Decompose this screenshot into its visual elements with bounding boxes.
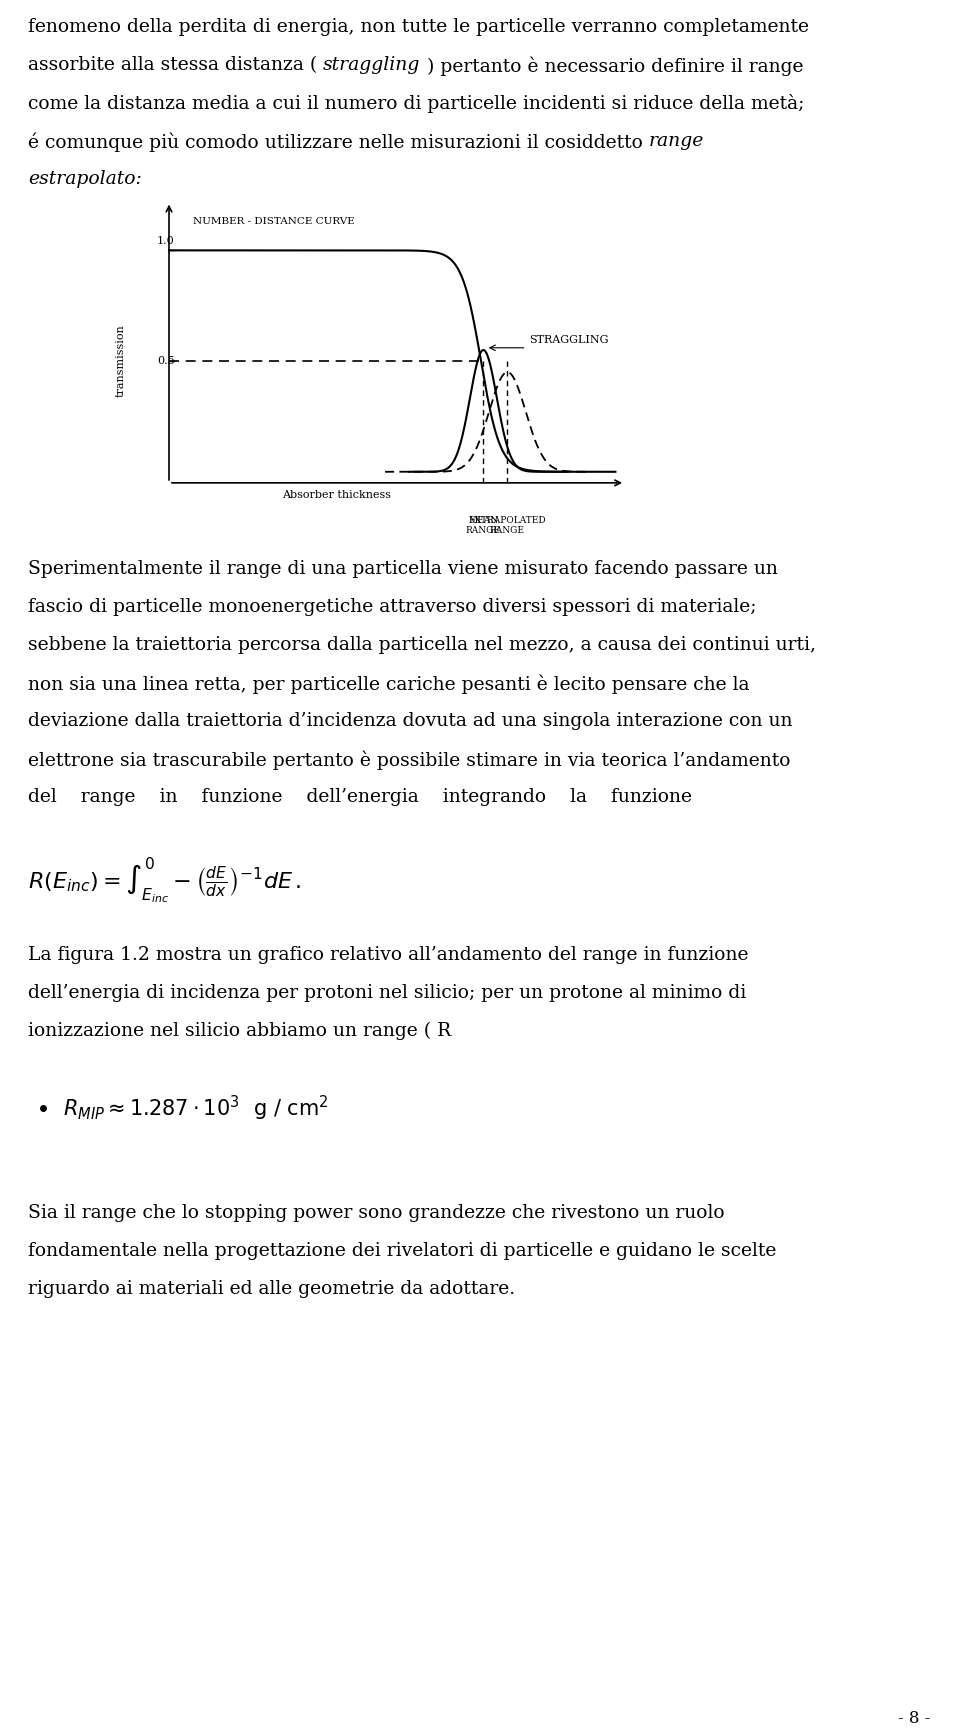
Text: ionizzazione nel silicio abbiamo un range ( R: ionizzazione nel silicio abbiamo un rang… [28,1021,451,1040]
Text: $R(E_{inc}) = \int_{E_{inc}}^{0} -\left(\frac{dE}{dx}\right)^{-1} dE\,.$: $R(E_{inc}) = \int_{E_{inc}}^{0} -\left(… [28,857,301,907]
Text: 1.0: 1.0 [157,236,175,246]
Text: STRAGGLING: STRAGGLING [529,335,609,345]
Text: La figura 1.2 mostra un grafico relativo all’andamento del range in funzione: La figura 1.2 mostra un grafico relativo… [28,947,749,964]
Text: $R_{MIP} \approx 1.287 \cdot 10^{3}\ \ \mathrm{g\ /\ cm^{2}}$: $R_{MIP} \approx 1.287 \cdot 10^{3}\ \ \… [63,1094,329,1122]
Text: dell’energia di incidenza per protoni nel silicio; per un protone al minimo di: dell’energia di incidenza per protoni ne… [28,983,746,1002]
Text: straggling: straggling [324,55,420,75]
Text: assorbite alla stessa distanza (: assorbite alla stessa distanza ( [28,55,324,75]
Text: EXTRAPOLATED
RANGE: EXTRAPOLATED RANGE [468,517,546,536]
Text: sebbene la traiettoria percorsa dalla particella nel mezzo, a causa dei continui: sebbene la traiettoria percorsa dalla pa… [28,636,816,654]
Text: ) pertanto è necessario definire il range: ) pertanto è necessario definire il rang… [420,55,804,76]
Text: Sia il range che lo stopping power sono grandezze che rivestono un ruolo: Sia il range che lo stopping power sono … [28,1203,725,1222]
Text: riguardo ai materiali ed alle geometrie da adottare.: riguardo ai materiali ed alle geometrie … [28,1280,516,1299]
Text: MEAN
RANGE: MEAN RANGE [466,517,501,536]
Text: 0.5: 0.5 [157,355,175,366]
Text: range: range [649,132,705,151]
Text: fenomeno della perdita di energia, non tutte le particelle verranno completament: fenomeno della perdita di energia, non t… [28,17,809,36]
Text: - 8 -: - 8 - [898,1710,930,1727]
Text: fondamentale nella progettazione dei rivelatori di particelle e guidano le scelt: fondamentale nella progettazione dei riv… [28,1242,777,1261]
Text: elettrone sia trascurabile pertanto è possibile stimare in via teorica l’andamen: elettrone sia trascurabile pertanto è po… [28,751,790,770]
Text: estrapolato:: estrapolato: [28,170,142,187]
Text: é comunque più comodo utilizzare nelle misurazioni il cosiddetto: é comunque più comodo utilizzare nelle m… [28,132,649,151]
Text: non sia una linea retta, per particelle cariche pesanti è lecito pensare che la: non sia una linea retta, per particelle … [28,675,750,694]
Text: NUMBER - DISTANCE CURVE: NUMBER - DISTANCE CURVE [193,217,355,225]
Text: del    range    in    funzione    dell’energia    integrando    la    funzione: del range in funzione dell’energia integ… [28,787,692,806]
Text: fascio di particelle monoenergetiche attraverso diversi spessori di materiale;: fascio di particelle monoenergetiche att… [28,598,756,616]
Text: deviazione dalla traiettoria d’incidenza dovuta ad una singola interazione con u: deviazione dalla traiettoria d’incidenza… [28,713,793,730]
Text: Sperimentalmente il range di una particella viene misurato facendo passare un: Sperimentalmente il range di una partice… [28,560,778,577]
Text: Absorber thickness: Absorber thickness [282,491,392,501]
Text: transmission: transmission [116,324,126,397]
Text: come la distanza media a cui il numero di particelle incidenti si riduce della m: come la distanza media a cui il numero d… [28,94,804,113]
